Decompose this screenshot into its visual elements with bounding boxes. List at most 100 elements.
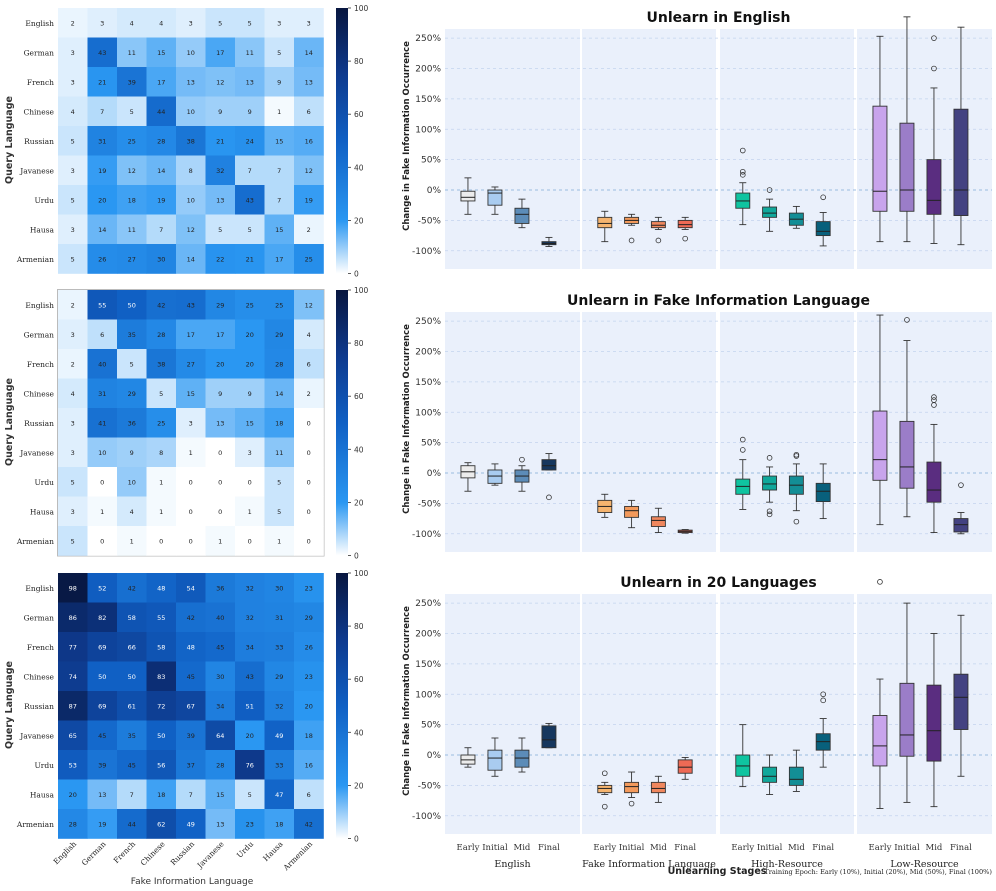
heatmap-cell <box>117 126 147 156</box>
heatmap-cell <box>117 750 147 780</box>
colorbar-tick-label: 80 <box>354 622 364 631</box>
heatmap-cell <box>58 437 88 468</box>
heatmap-cell <box>146 573 177 603</box>
heatmap-cell-value: 31 <box>98 137 106 145</box>
box-english: Unlearn in English -100% -50% 0% 50% 100% 150%… <box>402 10 992 269</box>
heatmap-cell-value: 43 <box>98 49 106 57</box>
box-body <box>624 781 640 794</box>
heatmap-cell-value: 1 <box>277 108 281 116</box>
colorbar-tick-label: 60 <box>354 110 364 119</box>
heatmap-cell <box>264 526 295 556</box>
heatmap-cell <box>294 496 324 527</box>
heatmap-cell-value: 32 <box>246 584 254 592</box>
heatmap-cell <box>235 691 265 721</box>
heatmap-cell <box>117 96 147 127</box>
heatmap-cell-value: 21 <box>246 255 254 263</box>
heatmap-cell-value: 53 <box>69 761 77 769</box>
heatmap-cell <box>58 632 88 662</box>
heatmap-cell <box>87 602 118 633</box>
heatmap-cell-value: 30 <box>275 584 283 592</box>
heatmap-cell <box>146 349 177 379</box>
box-body <box>541 459 557 471</box>
heatmap-cell-value: 32 <box>216 167 224 175</box>
box-stage-label: Initial <box>619 843 645 853</box>
heatmap-cell <box>294 96 324 127</box>
heatmap-cell-value: 38 <box>157 360 165 368</box>
heatmap-cell-value: 49 <box>187 820 195 828</box>
heatmap-cell-value: 3 <box>71 331 75 339</box>
heatmap-cell-value: 11 <box>246 49 254 57</box>
box-outlier <box>931 35 937 41</box>
box-stage-label: Initial <box>482 843 508 853</box>
heatmap-row-label: Urdu <box>34 196 54 205</box>
heatmap-cell <box>117 691 147 721</box>
heatmap-cell <box>176 37 206 68</box>
heatmap-cell-value: 43 <box>246 196 254 204</box>
heatmap-cell <box>235 467 265 497</box>
heatmap-cell-value: 9 <box>130 449 134 457</box>
box-body <box>487 189 503 206</box>
box-body <box>650 221 666 229</box>
heatmap-cell <box>235 750 265 780</box>
heatmap-cell <box>235 496 265 527</box>
heatmap-cell <box>58 602 88 633</box>
heatmap-row-label: Javanese <box>19 731 54 740</box>
box-stage-label: Mid <box>788 843 805 853</box>
heatmap-cell <box>146 214 177 245</box>
heatmap-cell <box>294 573 324 603</box>
heatmap-cell <box>264 632 295 662</box>
heatmap-cell <box>205 437 236 468</box>
heatmap-cell-value: 12 <box>128 167 136 175</box>
heatmap-cell <box>58 779 88 810</box>
box-body <box>541 725 557 749</box>
box-ytick-label: 250% <box>415 599 441 609</box>
heatmap-cell-value: 10 <box>187 108 195 116</box>
heatmap-cell-value: 28 <box>216 761 224 769</box>
heatmap-cell-value: 10 <box>187 49 195 57</box>
heatmap-cell-value: 13 <box>305 78 313 86</box>
heatmap-cell-value: 18 <box>157 791 165 799</box>
heatmap-cell-value: 83 <box>157 673 165 681</box>
heatmap-cell-value: 3 <box>307 19 311 27</box>
heatmap-cell <box>205 378 236 409</box>
box-body <box>514 207 530 224</box>
heatmap-cell <box>294 37 324 68</box>
heatmap-cell <box>117 349 147 379</box>
heatmap-cell-value: 3 <box>71 167 75 175</box>
heatmap-cell-value: 34 <box>246 643 254 651</box>
heatmap-cell-value: 86 <box>69 614 77 622</box>
heatmap-cell <box>264 290 295 320</box>
heatmap-cell-value: 18 <box>305 732 313 740</box>
heatmap-cell <box>264 349 295 379</box>
heatmap-cell <box>264 8 295 38</box>
heatmap-cell-value: 42 <box>157 301 165 309</box>
heatmap-cell <box>146 185 177 215</box>
heatmap-cell-value: 18 <box>275 820 283 828</box>
heatmap-cell <box>176 720 206 751</box>
heatmap-cell-value: 3 <box>189 419 193 427</box>
heatmap-cell <box>58 185 88 215</box>
heatmap-cell-value: 87 <box>69 702 77 710</box>
heatmap-cell <box>117 573 147 603</box>
heatmap-cell <box>205 349 236 379</box>
heatmap-cell-value: 45 <box>216 643 224 651</box>
heatmap-cell-value: 17 <box>216 331 224 339</box>
heatmap-cell-value: 13 <box>216 419 224 427</box>
box-group-label: High-Resource <box>751 859 823 870</box>
heatmap-cell <box>58 8 88 38</box>
heatmap-row-label: English <box>25 301 54 310</box>
colorbar-tick-label: 20 <box>354 216 364 225</box>
heatmap-cell-value: 42 <box>187 614 195 622</box>
heatmap-cell <box>87 126 118 156</box>
box-group-panel <box>582 29 716 269</box>
heatmap-cell <box>205 155 236 186</box>
heatmap-cell <box>176 437 206 468</box>
boxplots: Unlearn in English -100% -50% 0% 50% 100% 150%… <box>402 10 992 870</box>
box-ytick-label: 100% <box>415 690 441 700</box>
heatmap-cell <box>58 37 88 68</box>
box-outlier <box>931 394 937 400</box>
heatmap-cell-value: 74 <box>69 673 77 681</box>
box-body <box>899 122 915 212</box>
heatmap-cell-value: 2 <box>307 226 311 234</box>
heatmap-row-label: French <box>27 643 54 652</box>
